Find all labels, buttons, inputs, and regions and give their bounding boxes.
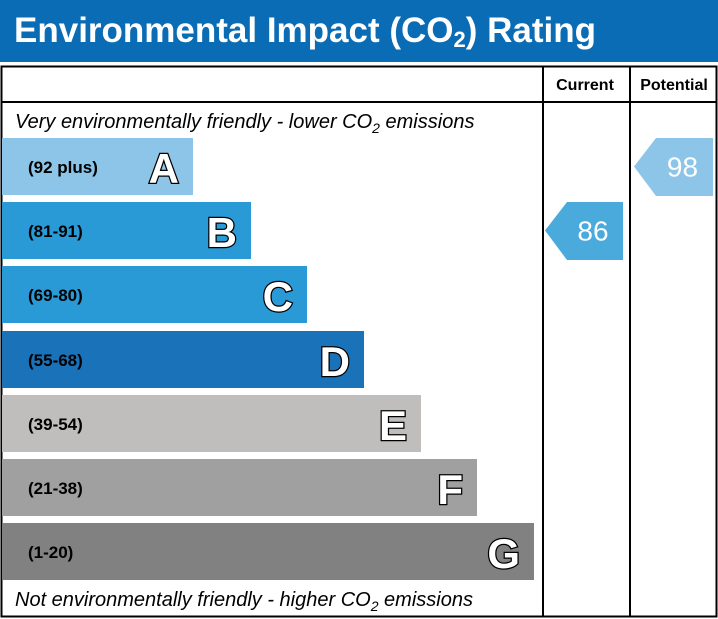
chart-title: Environmental Impact (CO2) Rating: [0, 0, 718, 62]
band-bar-F: [2, 459, 477, 516]
band-letter-E: E: [379, 402, 407, 449]
current-rating-value: 86: [577, 216, 608, 247]
potential-rating-arrow: [634, 138, 713, 196]
band-letter-B: B: [207, 209, 237, 256]
band-bar-A: [2, 138, 193, 195]
band-range-E: (39-54): [28, 415, 83, 434]
column-header-current: Current: [556, 77, 614, 94]
bottom-note: Not environmentally friendly - higher CO…: [15, 589, 473, 614]
band-range-F: (21-38): [28, 479, 83, 498]
band-bar-G: [2, 523, 534, 580]
column-header-potential: Potential: [640, 77, 708, 94]
band-bar-B: [2, 202, 251, 259]
band-range-G: (1-20): [28, 543, 73, 562]
band-range-A: (92 plus): [28, 158, 98, 177]
band-letter-G: G: [487, 530, 520, 577]
table-frame: [0, 65, 718, 618]
band-letter-C: C: [263, 273, 293, 320]
top-note: Very environmentally friendly - lower CO…: [15, 111, 474, 136]
band-range-D: (55-68): [28, 351, 83, 370]
band-letter-A: A: [149, 145, 179, 192]
band-letter-F: F: [437, 466, 463, 513]
potential-rating-value: 98: [667, 152, 698, 183]
band-bar-E: [2, 395, 421, 452]
band-letter-D: D: [320, 338, 350, 385]
band-bar-D: [2, 331, 364, 388]
band-range-B: (81-91): [28, 222, 83, 241]
band-range-C: (69-80): [28, 286, 83, 305]
band-bar-C: [2, 266, 307, 323]
current-rating-arrow: [545, 202, 623, 260]
